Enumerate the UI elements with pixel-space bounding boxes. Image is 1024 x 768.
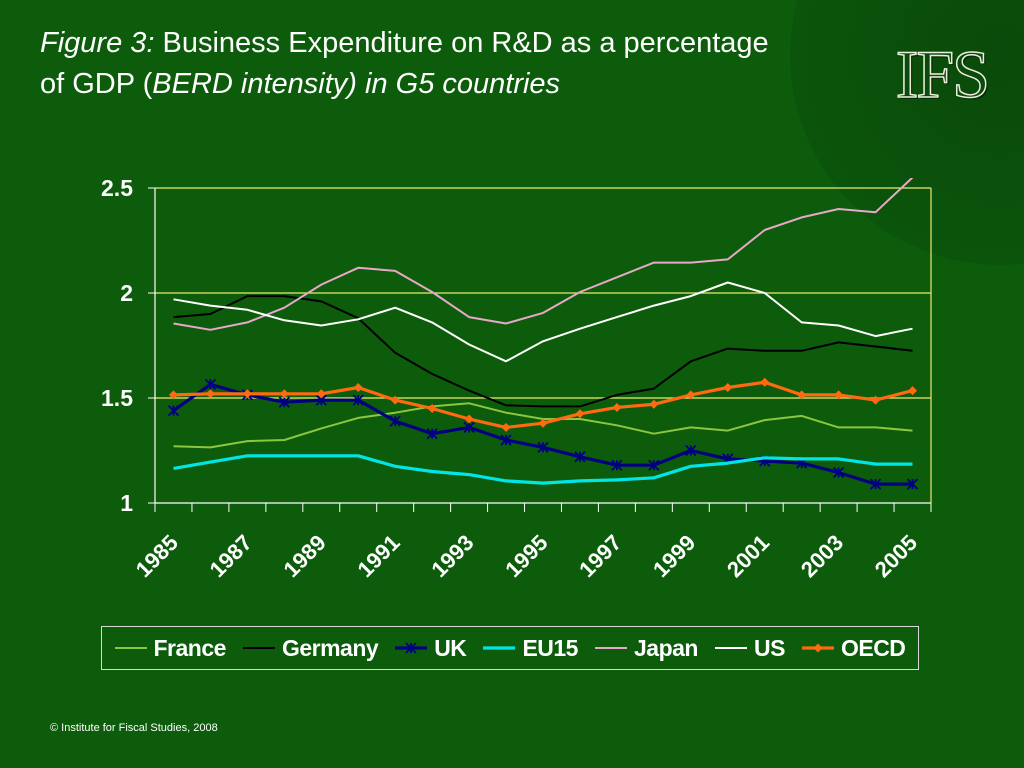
legend-label-france: France: [153, 634, 227, 661]
series-line-eu15: [173, 454, 913, 485]
data-point-oecd: [279, 389, 289, 399]
series-germany: [173, 295, 913, 408]
legend-label-oecd: OECD: [840, 634, 906, 661]
chart-legend: France Germany UK EU15 Japan US OECD: [101, 626, 919, 670]
legend-item-japan: Japan: [595, 635, 698, 662]
x-tick-label: 1991: [352, 530, 404, 582]
x-tick-label: 1993: [426, 530, 478, 582]
legend-swatch-france: [114, 647, 147, 649]
data-point-oecd: [834, 390, 844, 400]
data-point-oecd: [242, 389, 252, 399]
data-point-uk: [611, 459, 623, 471]
figure-title: Figure 3: Business Expenditure on R&D as…: [40, 23, 780, 105]
legend-swatch-japan: [595, 647, 627, 649]
copyright-notice: © Institute for Fiscal Studies, 2008: [50, 722, 218, 734]
x-tick-label: 1999: [648, 530, 700, 582]
data-point-uk: [463, 421, 475, 434]
data-point-oecd: [908, 386, 918, 396]
x-tick-label: 2005: [870, 530, 922, 582]
data-point-uk: [278, 396, 290, 408]
legend-swatch-germany: [242, 647, 275, 649]
data-point-oecd: [649, 399, 659, 409]
ifs-logo: IFS: [895, 36, 991, 112]
data-point-oecd: [390, 395, 400, 405]
legend-label-japan: Japan: [634, 634, 698, 661]
data-point-oecd: [760, 377, 770, 387]
title-emphasis: BERD intensity) in G5 countries: [152, 68, 561, 101]
series-us: [173, 281, 913, 363]
data-point-oecd: [168, 390, 178, 400]
data-point-oecd: [427, 404, 437, 413]
legend-label-us: US: [754, 634, 785, 661]
legend-swatch-uk: [395, 642, 428, 654]
series-eu15: [173, 454, 913, 485]
legend-label-uk: UK: [434, 634, 467, 661]
data-point-oecd: [353, 383, 363, 392]
y-tick-label: 2: [120, 280, 133, 306]
series-lines: [167, 178, 919, 490]
series-line-germany: [173, 295, 913, 408]
data-point-uk: [906, 478, 919, 490]
gridlines: [155, 187, 931, 399]
legend-swatch-oecd: [801, 643, 834, 653]
data-point-uk: [352, 394, 364, 406]
x-tick-label: 1989: [279, 530, 331, 582]
legend-swatch-eu15: [483, 646, 516, 650]
data-point-uk: [685, 444, 697, 457]
data-point-oecd: [501, 422, 511, 432]
data-point-uk: [167, 404, 180, 417]
x-tick-label: 2003: [796, 530, 848, 582]
legend-label-eu15: EU15: [522, 634, 578, 661]
data-point-uk: [537, 441, 549, 453]
data-point-uk: [204, 378, 217, 390]
series-line-japan: [173, 178, 914, 331]
x-tick-label: 1987: [205, 530, 257, 582]
data-point-uk: [426, 428, 438, 440]
data-point-oecd: [538, 418, 548, 428]
series-oecd: [168, 377, 918, 432]
legend-item-eu15: EU15: [483, 635, 578, 662]
x-tick-label: 1985: [131, 530, 183, 582]
figure-number: Figure 3:: [40, 27, 155, 60]
data-point-oecd: [797, 390, 807, 400]
data-point-oecd: [612, 402, 622, 412]
series-japan: [173, 178, 914, 331]
legend-item-germany: Germany: [242, 634, 379, 662]
y-tick-label: 1.5: [101, 385, 133, 411]
data-point-uk: [389, 415, 401, 427]
data-point-oecd: [205, 389, 215, 399]
axes: [148, 187, 932, 512]
legend-label-germany: Germany: [281, 634, 379, 661]
legend-item-us: US: [715, 635, 785, 662]
series-line-us: [173, 281, 913, 363]
y-tick-label: 1: [120, 490, 133, 516]
data-point-uk: [869, 478, 882, 490]
line-chart: 2.5 2 1.5 1 1985 1987 1989 1991 1993 1995 1997 1999…: [101, 175, 932, 582]
data-point-uk: [500, 434, 512, 446]
data-point-oecd: [464, 414, 474, 424]
y-tick-label: 2.5: [101, 175, 133, 201]
data-point-uk: [832, 466, 845, 479]
data-point-oecd: [575, 409, 585, 419]
data-point-oecd: [871, 395, 881, 405]
legend-swatch-us: [715, 647, 747, 649]
legend-item-france: France: [114, 634, 227, 662]
data-point-oecd: [723, 383, 733, 392]
title-main: Business Expenditure on R&D as a percent…: [40, 27, 769, 101]
legend-item-uk: UK: [395, 634, 467, 662]
tick-labels: 2.5 2 1.5 1 1985 1987 1989 1991 1993 1995 1997 1999…: [101, 175, 922, 582]
data-point-oecd: [316, 389, 326, 399]
legend-item-oecd: OECD: [801, 634, 906, 662]
data-point-oecd: [686, 390, 696, 400]
x-tick-label: 1997: [574, 530, 626, 582]
x-tick-label: 2001: [722, 530, 774, 582]
data-point-uk: [574, 451, 586, 463]
data-point-uk: [648, 459, 660, 471]
x-tick-label: 1995: [500, 530, 552, 582]
